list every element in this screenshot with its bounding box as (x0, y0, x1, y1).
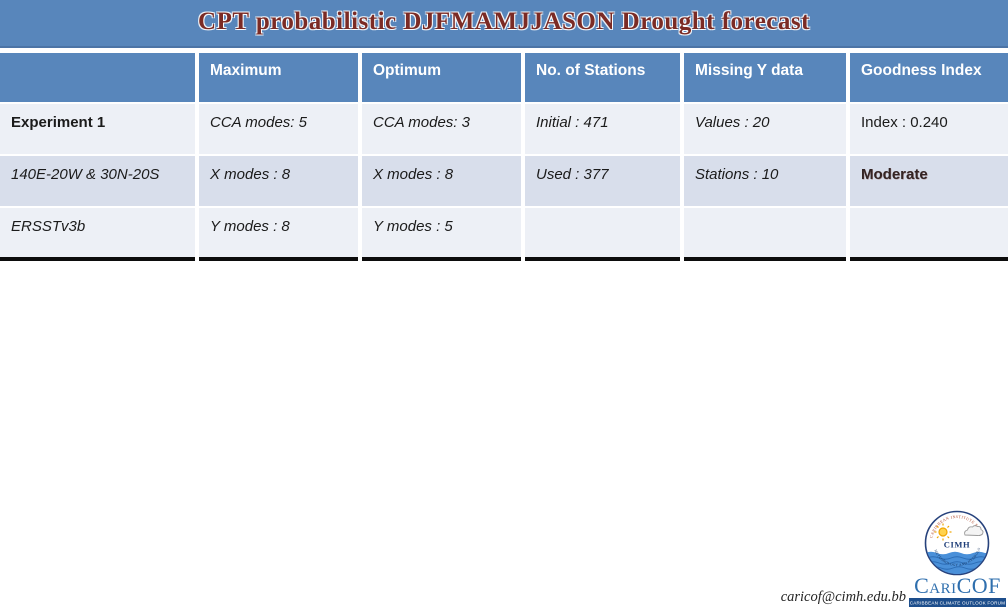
table-row: ERSSTv3b Y modes : 8 Y modes : 5 (0, 207, 1008, 259)
cimh-logo: CARIBBEAN INSTITUTE FOR CIMH METEOROLOGY… (921, 507, 990, 576)
cell-opt-cca-modes: CCA modes: 3 (360, 103, 525, 156)
sun-icon (934, 523, 952, 541)
table-row: 140E-20W & 30N-20S X modes : 8 X modes :… (0, 155, 1008, 208)
contact-email: caricof@cimh.edu.bb (780, 589, 906, 605)
header-cell-missing-y-data: Missing Y data (682, 53, 850, 104)
cell-domain: 140E-20W & 30N-20S (0, 155, 199, 208)
caricof-banner-text: CARIBBEAN CLIMATE OUTLOOK FORUM (910, 601, 1005, 606)
cell-max-y-modes: Y modes : 8 (197, 207, 362, 259)
page-title: CPT probabilistic DJFMAMJJASON Drought f… (198, 8, 810, 35)
forecast-table: Maximum Optimum No. of Stations Missing … (0, 53, 1008, 261)
caricof-banner: CARIBBEAN CLIMATE OUTLOOK FORUM (909, 598, 1006, 607)
cell-stations-initial: Initial : 471 (523, 103, 684, 156)
cell-opt-x-modes: X modes : 8 (360, 155, 525, 208)
cell-empty (848, 207, 1008, 259)
cell-max-x-modes: X modes : 8 (197, 155, 362, 208)
cell-dataset: ERSSTv3b (0, 207, 199, 259)
cell-goodness-rating: Moderate (848, 155, 1008, 208)
caricof-wordmark: CariCOF (914, 573, 1001, 598)
cloud-icon (964, 525, 984, 537)
title-bar: CPT probabilistic DJFMAMJJASON Drought f… (0, 0, 1008, 48)
cell-max-cca-modes: CCA modes: 5 (197, 103, 362, 156)
cell-goodness-value: Index : 0.240 (848, 103, 1008, 156)
cell-missing-stations: Stations : 10 (682, 155, 850, 208)
cell-empty (523, 207, 684, 259)
header-cell-no-of-stations: No. of Stations (523, 53, 684, 104)
cell-opt-y-modes: Y modes : 5 (360, 207, 525, 259)
caricof-brand-block: CariCOF CARIBBEAN CLIMATE OUTLOOK FORUM (909, 574, 1006, 607)
header-cell-goodness-index: Goodness Index (848, 53, 1008, 104)
header-cell-optimum: Optimum (360, 53, 525, 104)
cell-stations-used: Used : 377 (523, 155, 684, 208)
header-cell-blank (0, 53, 199, 104)
cell-empty (682, 207, 850, 259)
cell-experiment-name: Experiment 1 (0, 103, 199, 156)
table-row: Experiment 1 CCA modes: 5 CCA modes: 3 I… (0, 103, 1008, 156)
table-header-row: Maximum Optimum No. of Stations Missing … (0, 53, 1008, 104)
header-cell-maximum: Maximum (197, 53, 362, 104)
water-waves-icon (926, 551, 988, 574)
cell-missing-values: Values : 20 (682, 103, 850, 156)
logo-cimh-text: CIMH (944, 540, 970, 550)
